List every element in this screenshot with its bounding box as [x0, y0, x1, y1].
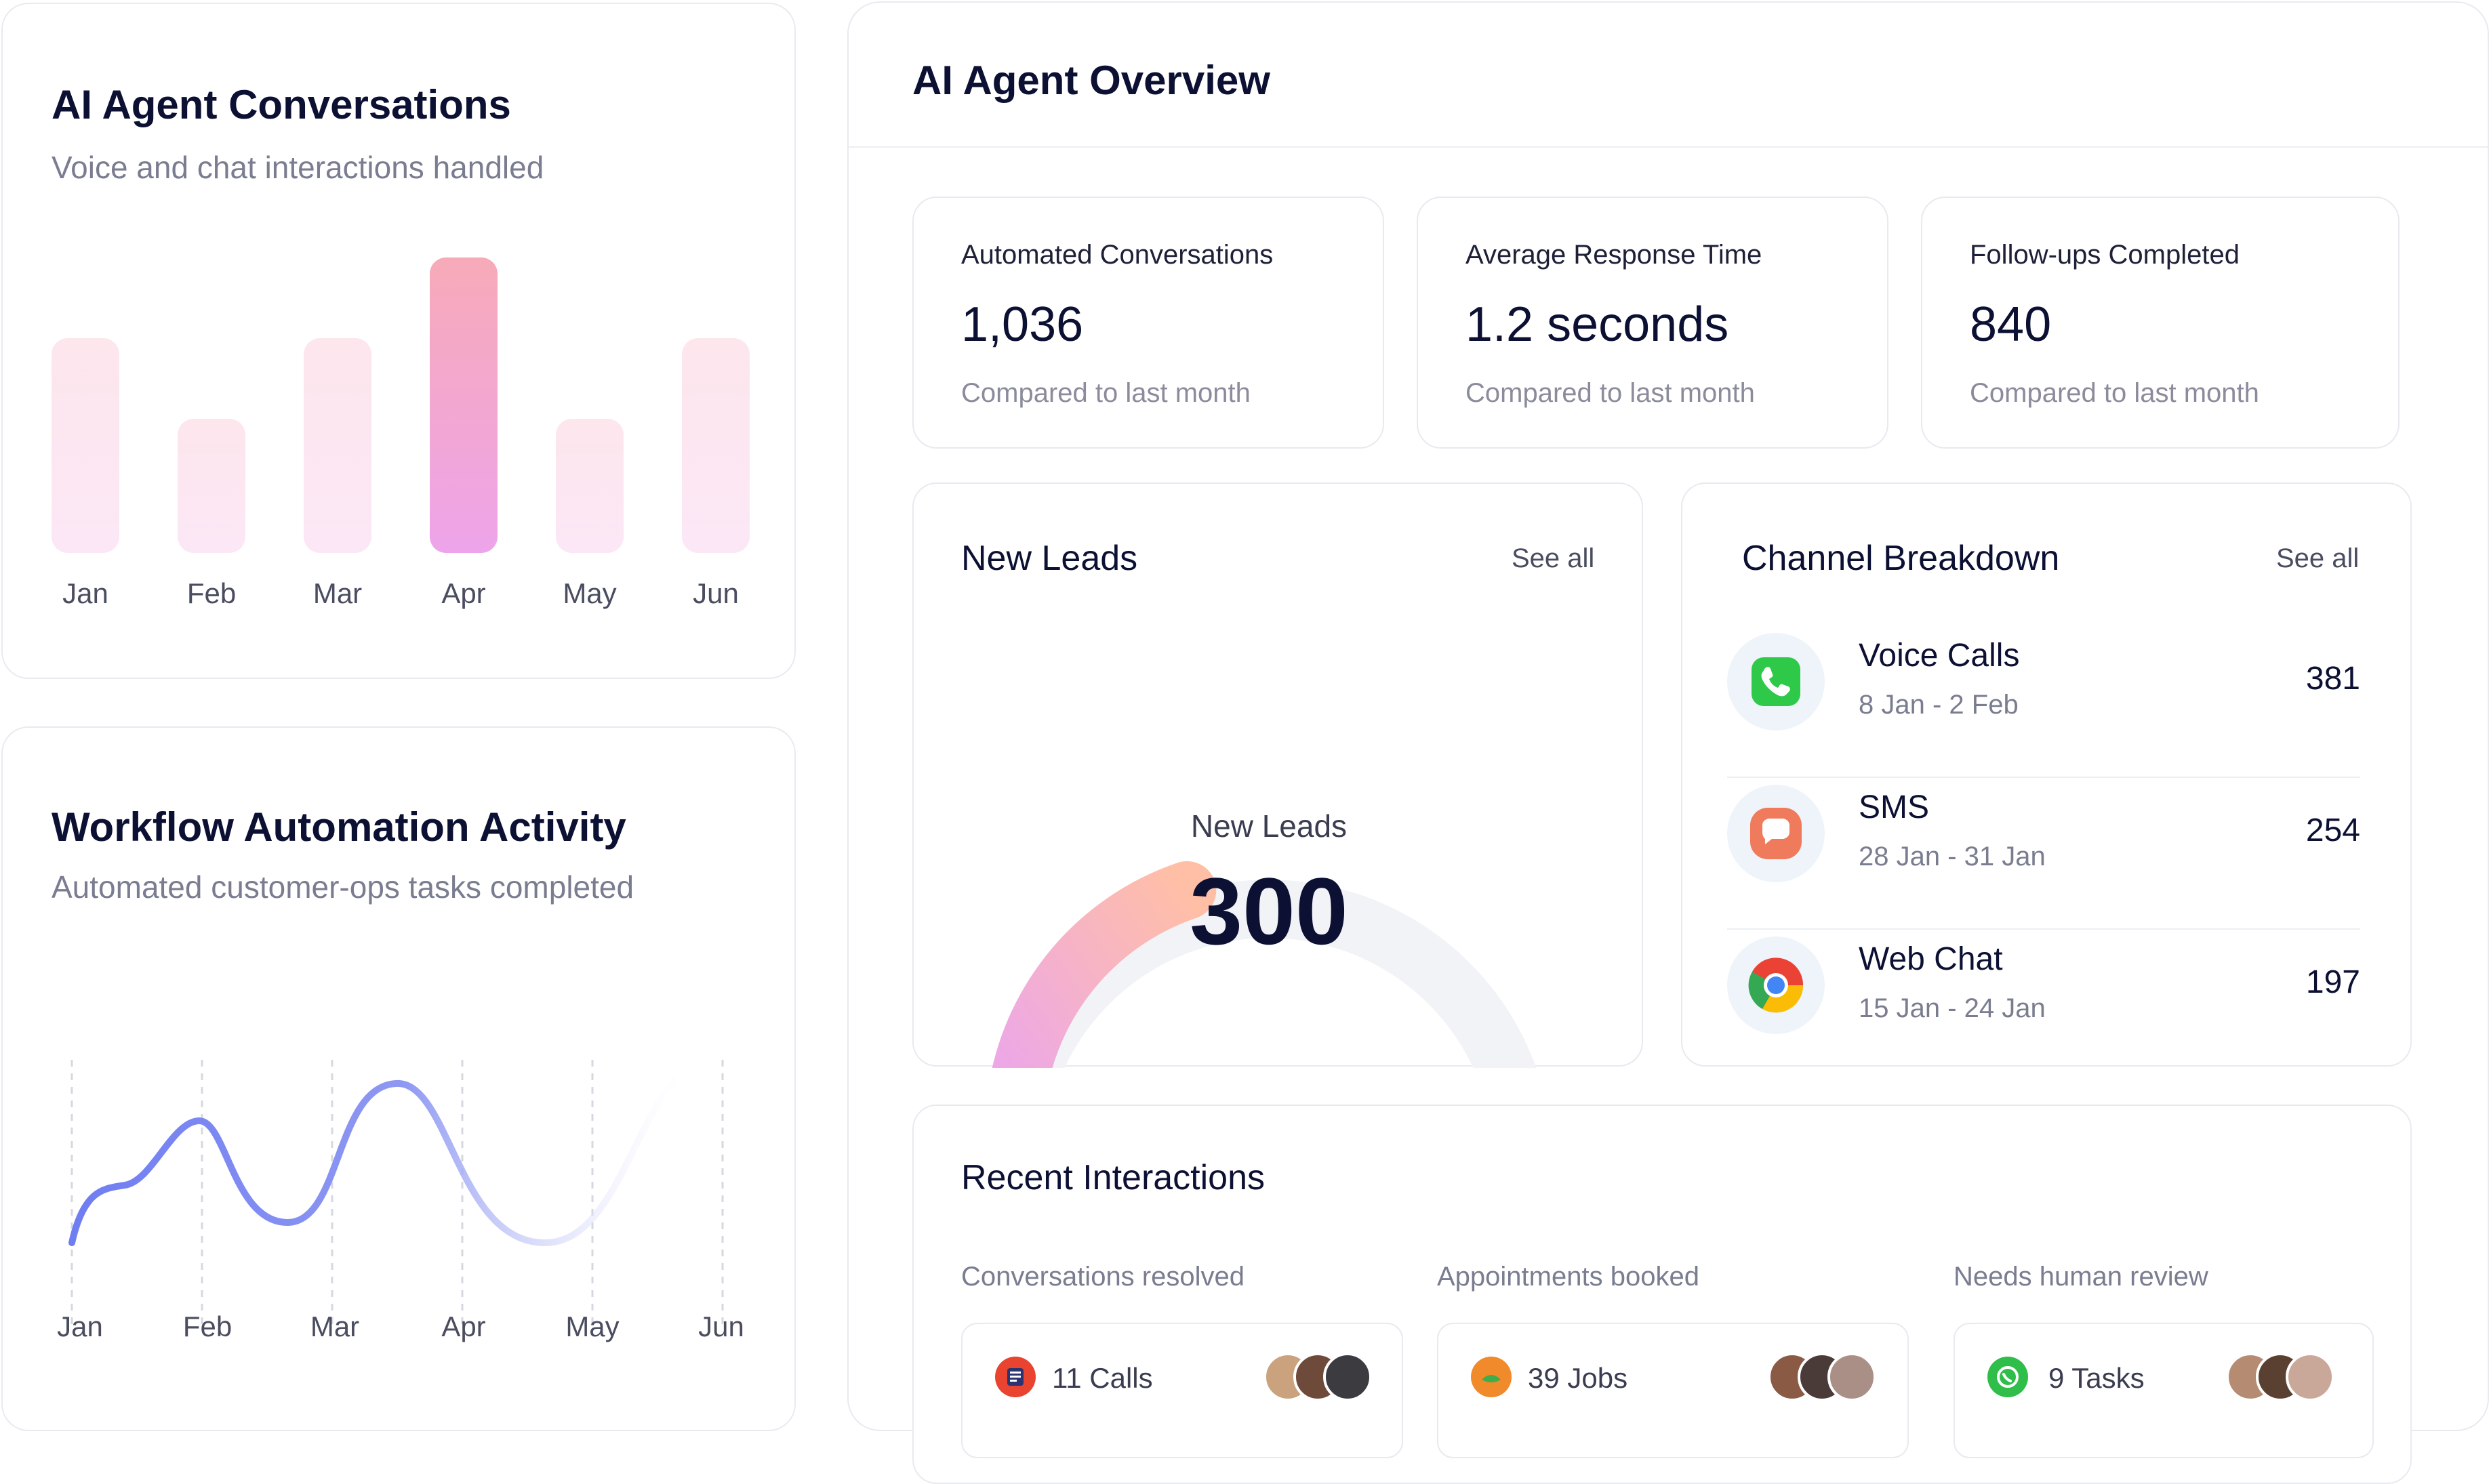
stat-value: 1.2 seconds: [1465, 297, 1729, 352]
conversations-card: AI Agent Conversations Voice and chat in…: [1, 3, 796, 679]
stat-label: Follow-ups Completed: [1970, 240, 2240, 270]
workflow-card: Workflow Automation Activity Automated c…: [1, 726, 796, 1431]
channel-row-voice-calls[interactable]: Voice Calls 8 Jan - 2 Feb 381: [1727, 626, 2360, 778]
channel-row-sms[interactable]: SMS 28 Jan - 31 Jan 254: [1727, 778, 2360, 930]
workflow-line-chart: [68, 1060, 724, 1324]
workflow-series-line: [68, 1070, 684, 1247]
channel-count: 254: [2305, 812, 2360, 848]
channel-count: 197: [2305, 964, 2360, 1000]
gauge-value: 300: [1190, 858, 1348, 964]
stat-comparison: Compared to last month: [1970, 378, 2259, 408]
whatsapp-icon: [1987, 1357, 2028, 1397]
stat-value: 840: [1970, 297, 2052, 352]
channel-name: SMS: [1859, 789, 1930, 825]
message-icon: [1727, 785, 1825, 882]
bar-apr: [430, 257, 498, 553]
channel-row-web-chat[interactable]: Web Chat 15 Jan - 24 Jan 197: [1727, 930, 2360, 1081]
x-axis-label: Jun: [698, 1311, 744, 1342]
x-axis-label: Feb: [182, 1311, 232, 1342]
column-label-appointments-booked: Appointments booked: [1437, 1262, 1699, 1292]
x-axis-label: Jan: [57, 1311, 103, 1342]
conversations-title: AI Agent Conversations: [52, 82, 511, 127]
x-axis-label: May: [565, 1311, 620, 1342]
x-axis-label: Mar: [310, 1311, 360, 1342]
avatar-group: [1768, 1353, 1883, 1401]
phone-icon: [1727, 633, 1825, 730]
recent-interactions-card: Recent Interactions Conversations resolv…: [912, 1105, 2412, 1484]
bar-feb: [178, 418, 245, 553]
workflow-title: Workflow Automation Activity: [52, 804, 626, 850]
bar-label: Apr: [441, 577, 486, 609]
interaction-card-tasks[interactable]: 9 Tasks: [1954, 1323, 2374, 1458]
channel-name: Voice Calls: [1859, 638, 2020, 674]
avatar-group: [2226, 1353, 2341, 1401]
bar-label: Mar: [312, 577, 363, 609]
stat-card-average-response-time: Average Response Time 1.2 seconds Compar…: [1417, 197, 1888, 449]
calendar-icon: [1471, 1357, 1512, 1397]
avatar: [1827, 1353, 1876, 1401]
interaction-count: 11 Calls: [1052, 1362, 1153, 1394]
bar-may: [556, 418, 624, 553]
call-log-icon: [995, 1357, 1036, 1397]
x-axis-label: Apr: [441, 1311, 486, 1342]
stat-label: Average Response Time: [1465, 240, 1762, 270]
bar-label: May: [563, 577, 617, 609]
bar-label: Jan: [62, 577, 108, 609]
stat-card-automated-conversations: Automated Conversations 1,036 Compared t…: [912, 197, 1384, 449]
avatar: [1323, 1353, 1372, 1401]
overview-divider: [849, 146, 2488, 148]
recent-interactions-title: Recent Interactions: [961, 1158, 1266, 1197]
row-divider: [1727, 928, 2360, 930]
channel-date-range: 8 Jan - 2 Feb: [1859, 690, 2019, 720]
bar-label: Feb: [186, 577, 237, 609]
stat-comparison: Compared to last month: [961, 378, 1251, 408]
bar-label: Jun: [693, 577, 739, 609]
interaction-count: 9 Tasks: [2048, 1362, 2145, 1394]
new-leads-gauge: [992, 861, 1537, 1068]
bar-mar: [304, 337, 371, 553]
gauge-label: New Leads: [1190, 808, 1348, 844]
stat-card-follow-ups-completed: Follow-ups Completed 840 Compared to las…: [1921, 197, 2400, 449]
channel-date-range: 15 Jan - 24 Jan: [1859, 993, 2046, 1023]
stat-comparison: Compared to last month: [1465, 378, 1755, 408]
stat-value: 1,036: [961, 297, 1084, 352]
interaction-card-jobs[interactable]: 39 Jobs: [1437, 1323, 1909, 1458]
new-leads-title: New Leads: [961, 539, 1138, 578]
new-leads-card: New Leads See all New Leads 300: [912, 482, 1643, 1068]
channel-see-all-link[interactable]: See all: [2276, 543, 2360, 573]
workflow-subtitle: Automated customer-ops tasks completed: [52, 869, 634, 905]
overview-title: AI Agent Overview: [912, 58, 1270, 103]
channel-name: Web Chat: [1859, 941, 2003, 977]
gauge-fill: [992, 861, 1217, 1068]
interaction-count: 39 Jobs: [1528, 1362, 1628, 1394]
conversations-subtitle: Voice and chat interactions handled: [52, 150, 544, 185]
new-leads-see-all-link[interactable]: See all: [1512, 543, 1595, 573]
column-label-conversations-resolved: Conversations resolved: [961, 1262, 1244, 1292]
channel-date-range: 28 Jan - 31 Jan: [1859, 842, 2046, 871]
stat-label: Automated Conversations: [961, 240, 1274, 270]
overview-panel: AI Agent Overview Automated Conversation…: [847, 1, 2489, 1484]
avatar-group: [1263, 1353, 1379, 1401]
interaction-card-calls[interactable]: 11 Calls: [961, 1323, 1403, 1458]
bar-jan: [52, 337, 119, 553]
channel-breakdown-title: Channel Breakdown: [1742, 539, 2060, 578]
channel-count: 381: [2305, 661, 2360, 697]
bar-jun: [682, 337, 750, 553]
row-divider: [1727, 777, 2360, 778]
channel-breakdown-card: Channel Breakdown See all Voice Calls 8 …: [1681, 482, 2412, 1067]
chrome-icon: [1727, 936, 1825, 1034]
avatar: [2286, 1353, 2334, 1401]
column-label-needs-human-review: Needs human review: [1954, 1262, 2208, 1292]
